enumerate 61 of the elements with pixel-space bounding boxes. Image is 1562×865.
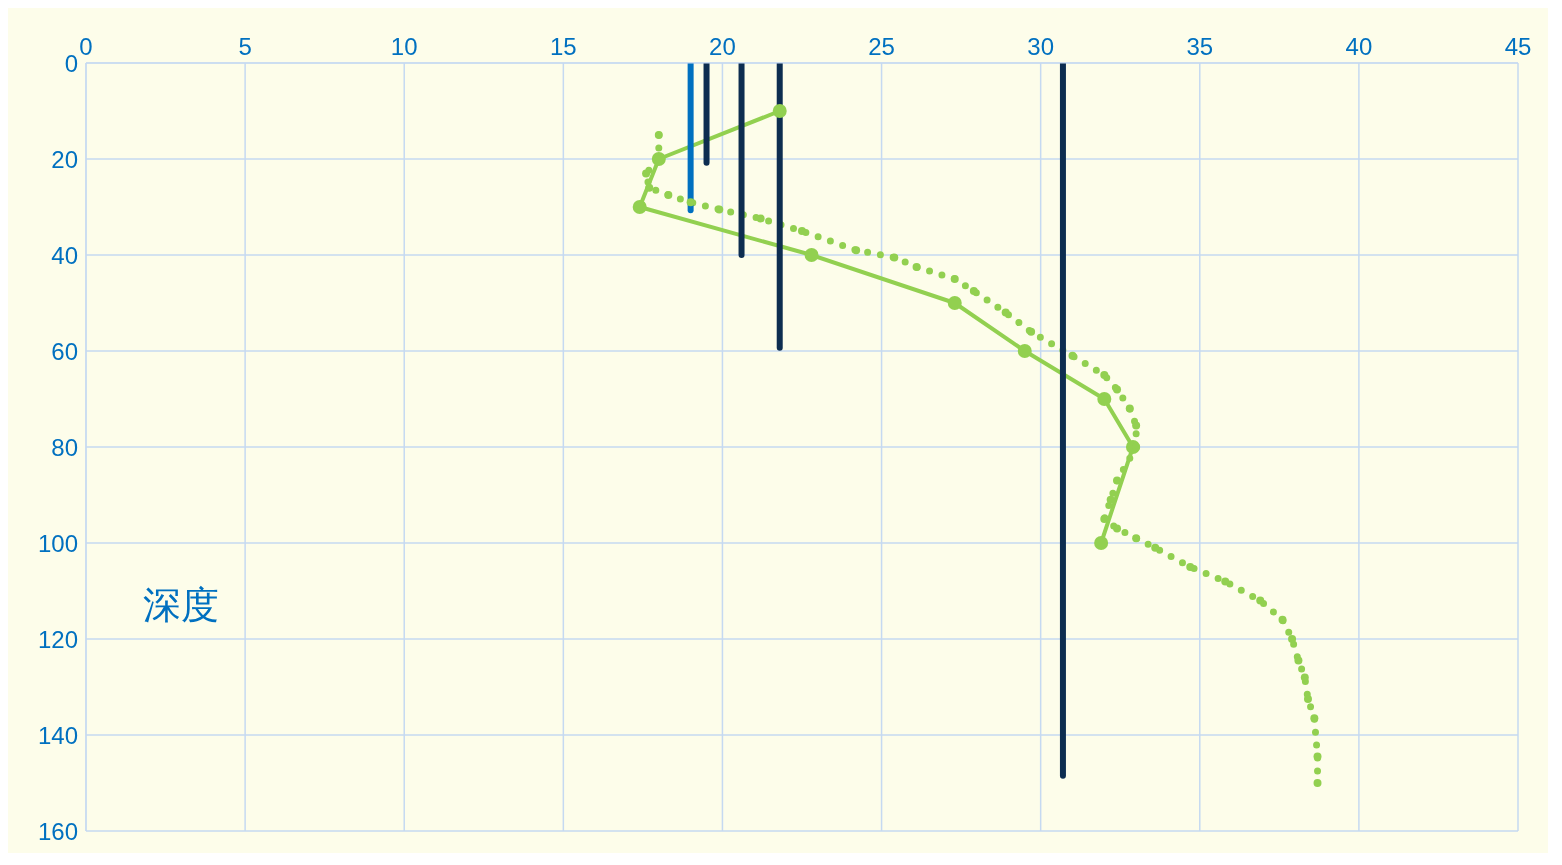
point [912,263,921,271]
point [1017,344,1032,358]
point [654,131,663,139]
point [798,227,806,235]
y-tick-label: 60 [51,337,78,365]
point [1106,495,1115,504]
x-tick-label: 15 [549,33,577,60]
point [756,214,765,223]
point [1068,351,1077,360]
point [1132,421,1141,430]
point [852,246,861,255]
point [1303,695,1312,703]
point [890,253,899,262]
y-tick-label: 80 [51,433,78,461]
y-tick-label: 160 [37,817,78,845]
point [1256,596,1265,605]
point [645,183,654,192]
point [1097,392,1112,406]
point [1132,534,1141,543]
point [1310,714,1319,723]
point [1100,371,1109,379]
x-tick-label: 25 [868,33,895,60]
y-tick-label: 40 [51,241,78,269]
point [664,191,673,199]
point [715,205,724,214]
point [642,169,651,178]
point [1294,656,1303,665]
point [1113,476,1122,485]
point [1001,308,1010,317]
point [1094,536,1109,550]
y-tick-label: 120 [37,625,78,653]
x-tick-label: 40 [1345,33,1373,60]
x-tick-label: 20 [709,33,736,60]
point [1113,385,1122,394]
point [950,275,959,283]
point [1125,404,1134,413]
x-tick-label: 45 [1504,33,1532,60]
point [632,200,647,214]
x-tick-label: 10 [390,33,418,60]
y-tick-label: 20 [51,145,78,173]
point [1313,779,1322,787]
x-tick-label: 5 [238,33,252,60]
annotation: 深度 [143,582,219,629]
x-tick-label: 30 [1027,33,1055,60]
point [804,248,819,262]
point [969,287,978,295]
point [1300,673,1309,682]
point [1278,615,1287,624]
point [1186,563,1195,571]
point [1113,524,1122,533]
point [686,198,695,207]
point [1313,752,1322,761]
point [1027,327,1036,336]
y-tick-label: 140 [37,721,78,749]
point [1288,635,1297,643]
point [1151,543,1160,552]
point [1221,577,1230,586]
y-tick-label: 100 [37,529,78,557]
point [772,104,787,118]
x-tick-label: 35 [1186,33,1214,60]
point [947,296,962,310]
